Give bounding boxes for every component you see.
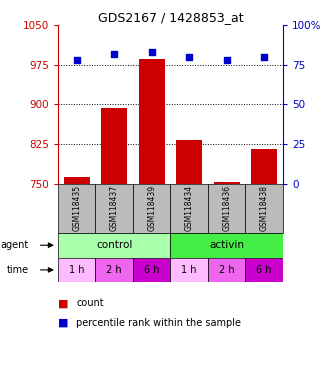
- Text: control: control: [96, 240, 132, 250]
- Point: [224, 57, 229, 63]
- Bar: [246, 184, 283, 233]
- Bar: [95, 184, 133, 233]
- Bar: [170, 258, 208, 282]
- Text: time: time: [7, 265, 29, 275]
- Point: [112, 50, 117, 56]
- Text: activin: activin: [209, 240, 244, 250]
- Bar: [176, 140, 202, 184]
- Text: GSM118435: GSM118435: [72, 185, 81, 231]
- Bar: [58, 184, 95, 233]
- Bar: [133, 184, 170, 233]
- Text: 6 h: 6 h: [257, 265, 272, 275]
- Text: 1 h: 1 h: [69, 265, 84, 275]
- Point: [261, 54, 267, 60]
- Text: 2 h: 2 h: [106, 265, 122, 275]
- Bar: [251, 149, 277, 184]
- Text: GSM118438: GSM118438: [260, 185, 269, 231]
- Text: ■: ■: [58, 298, 69, 308]
- Bar: [133, 258, 170, 282]
- Point: [187, 54, 192, 60]
- Text: 6 h: 6 h: [144, 265, 160, 275]
- Bar: [64, 177, 90, 184]
- Title: GDS2167 / 1428853_at: GDS2167 / 1428853_at: [98, 11, 243, 24]
- Bar: [101, 109, 127, 184]
- Text: percentile rank within the sample: percentile rank within the sample: [76, 318, 241, 328]
- Bar: [58, 233, 170, 258]
- Point: [74, 57, 79, 63]
- Text: count: count: [76, 298, 104, 308]
- Text: 2 h: 2 h: [219, 265, 235, 275]
- Bar: [170, 233, 283, 258]
- Bar: [170, 184, 208, 233]
- Bar: [208, 184, 246, 233]
- Bar: [208, 258, 246, 282]
- Text: GSM118439: GSM118439: [147, 185, 156, 231]
- Text: GSM118436: GSM118436: [222, 185, 231, 231]
- Bar: [139, 59, 165, 184]
- Bar: [246, 258, 283, 282]
- Text: 1 h: 1 h: [181, 265, 197, 275]
- Bar: [58, 258, 95, 282]
- Text: agent: agent: [0, 240, 29, 250]
- Bar: [213, 182, 240, 184]
- Text: ■: ■: [58, 318, 69, 328]
- Bar: [95, 258, 133, 282]
- Text: GSM118437: GSM118437: [110, 185, 119, 231]
- Text: GSM118434: GSM118434: [185, 185, 194, 231]
- Point: [149, 49, 154, 55]
